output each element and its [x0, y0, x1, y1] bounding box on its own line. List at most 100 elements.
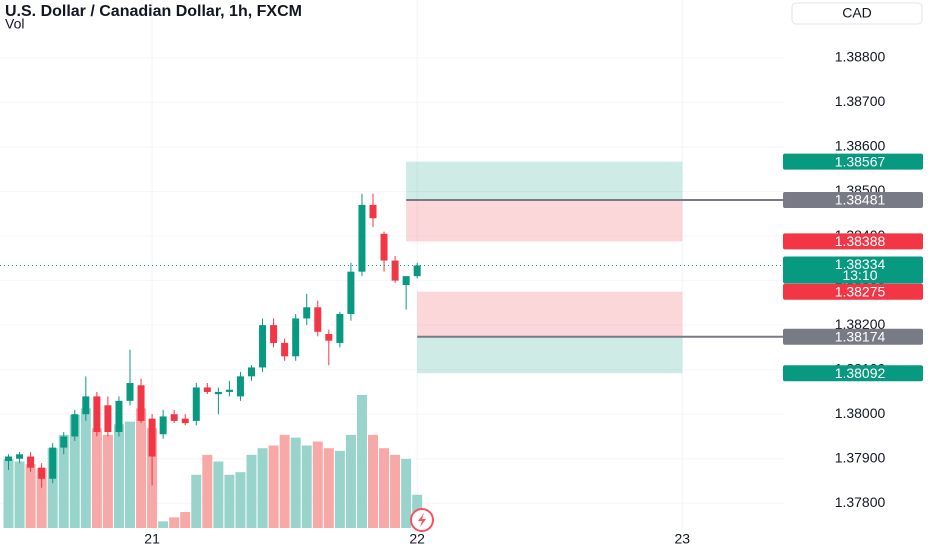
volume-bar: [202, 454, 213, 528]
volume-bar: [301, 445, 312, 528]
candle-body: [402, 276, 410, 286]
volume-bar: [235, 472, 246, 528]
candle-body: [336, 313, 344, 343]
volume-bar: [323, 448, 334, 528]
candle-body: [49, 447, 57, 479]
candle-body: [181, 418, 189, 424]
volume-bar: [36, 468, 47, 528]
x-tick-label: 22: [409, 531, 425, 547]
volume-bar: [268, 445, 279, 528]
candle-body: [281, 342, 289, 357]
y-tick-label: 1.38200: [835, 316, 886, 332]
chart-title: U.S. Dollar / Canadian Dollar, 1h, FXCM: [5, 3, 302, 20]
candle-body: [391, 260, 399, 281]
candle-body: [170, 414, 178, 421]
candle-body: [16, 454, 24, 459]
target-badge-label: 1.38092: [835, 365, 886, 381]
x-tick-label: 23: [674, 531, 690, 547]
candle-body: [225, 389, 233, 392]
volume-bar: [379, 448, 390, 528]
candle-body: [292, 318, 300, 357]
volume-bar: [158, 521, 169, 528]
y-tick-label: 1.37900: [835, 449, 886, 465]
candle-body: [203, 387, 211, 392]
volume-bar: [102, 434, 113, 528]
volume-bar: [47, 448, 58, 528]
volume-bar: [246, 454, 257, 528]
last-price-badge: [783, 256, 923, 284]
y-tick-label: 1.37800: [835, 494, 886, 510]
volume-bar: [368, 434, 379, 528]
volume-bar: [80, 408, 91, 528]
target-badge: [783, 153, 923, 170]
volume-bar: [290, 437, 301, 528]
volume-bar: [3, 458, 14, 528]
candle-body: [347, 271, 355, 314]
currency-label[interactable]: CAD: [842, 5, 872, 21]
candle-body: [325, 334, 333, 341]
news-icon-bolt: [418, 513, 426, 527]
entry-badge: [783, 191, 923, 208]
candle-body: [259, 325, 267, 368]
volume-bar: [224, 474, 235, 528]
stop-badge-label: 1.38388: [835, 233, 886, 249]
volume-bar: [401, 458, 412, 528]
volume-bar: [25, 464, 36, 528]
entry-badge: [783, 328, 923, 345]
y-tick-label: 1.38000: [835, 405, 886, 421]
volume-bar: [345, 434, 356, 528]
countdown-label: 13:10: [842, 267, 877, 283]
candle-body: [369, 204, 377, 219]
candle-body: [413, 265, 421, 277]
stop-zone: [406, 199, 683, 242]
volume-label: Vol: [5, 16, 24, 32]
candle-body: [192, 387, 200, 421]
target-badge-label: 1.38567: [835, 153, 886, 169]
volume-bar: [169, 517, 180, 528]
candle-body: [115, 400, 123, 433]
candle-body: [126, 383, 134, 401]
volume-bar: [213, 461, 224, 528]
volume-bar: [58, 434, 69, 528]
candle-body: [303, 307, 311, 319]
candle-body: [148, 418, 156, 457]
stop-badge: [783, 283, 923, 300]
candle-body: [71, 414, 79, 437]
candle-body: [270, 325, 278, 343]
volume-bar: [312, 441, 323, 528]
entry-badge-label: 1.38481: [835, 192, 886, 208]
candle-body: [358, 204, 366, 272]
candle-body: [5, 456, 13, 461]
volume-bar: [69, 414, 80, 528]
volume-bar: [136, 408, 147, 528]
x-tick-label: 21: [144, 531, 160, 547]
target-zone: [417, 336, 683, 374]
y-tick-label: 1.38800: [835, 49, 886, 65]
volume-bar: [356, 395, 367, 528]
stop-badge-label: 1.38275: [835, 283, 886, 299]
candle-body: [104, 405, 112, 433]
currency-button[interactable]: [791, 2, 923, 25]
volume-bar: [390, 454, 401, 528]
volume-bar: [191, 474, 202, 528]
volume-bar: [125, 421, 136, 528]
volume-bar: [180, 512, 191, 528]
stop-zone: [417, 291, 683, 337]
stop-badge: [783, 233, 923, 250]
entry-badge-label: 1.38174: [835, 328, 886, 344]
candle-body: [38, 467, 46, 479]
candle-body: [236, 376, 244, 397]
candle-body: [248, 367, 256, 377]
volume-bar: [113, 424, 124, 528]
candle-body: [137, 385, 145, 421]
target-zone: [406, 161, 683, 200]
volume-bar: [334, 450, 345, 528]
candle-body: [93, 396, 101, 433]
volume-bar: [279, 434, 290, 528]
candle-body: [60, 436, 68, 448]
candle-body: [314, 307, 322, 332]
candle-body: [27, 456, 35, 468]
